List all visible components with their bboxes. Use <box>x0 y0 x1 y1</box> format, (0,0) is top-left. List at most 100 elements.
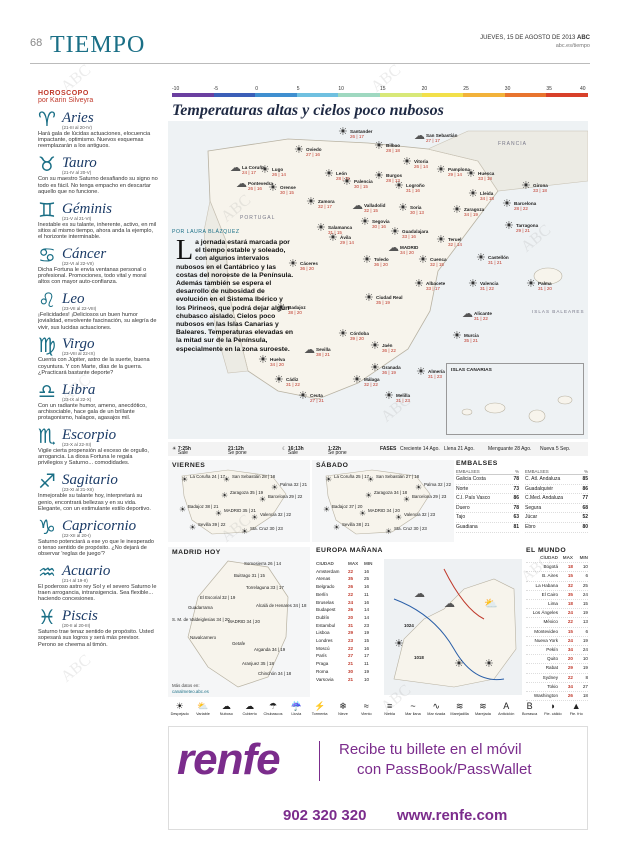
mundo-max: 24 <box>567 637 573 643</box>
europa-max: 35 <box>348 576 354 582</box>
europa-min: 19 <box>364 668 370 674</box>
map-city-temps: 30 | 13 <box>410 210 424 215</box>
zodiac-icon: ♊ <box>38 198 56 222</box>
legend-item: ◗ Fte. cálido <box>541 700 564 722</box>
map-city: Palma 31 | 20 <box>538 281 552 291</box>
map-city-temps: 31 | 22 <box>286 382 300 387</box>
map-city: Cáceres 36 | 20 <box>300 261 318 271</box>
embalse-value: 63 <box>513 514 519 521</box>
sign-name: Géminis <box>62 200 112 217</box>
map-city-temps: 36 | 20 <box>300 266 314 271</box>
temp-scale-label: 15 <box>380 86 386 92</box>
embalse-row: Júcar 52 <box>525 513 588 523</box>
cloud-icon: ☁ <box>444 598 455 610</box>
sun-moon-strip: ☀ Sale 7:25h Se pone 21:12h ☾ Sale 16:13… <box>168 442 588 456</box>
sun-icon: ☀ <box>288 258 298 270</box>
sun-icon: ☀ <box>223 475 231 484</box>
europa-max: 22 <box>348 591 354 597</box>
map-city-name: Cádiz <box>286 377 299 382</box>
map-city-name: Toledo <box>374 257 389 262</box>
mundo-min: 24 <box>582 647 588 653</box>
madrid-city: S. M. de Valdeiglesias 34 | 20 <box>172 617 230 622</box>
map-city-temps: 33 | 18 <box>533 188 547 193</box>
legend-item: B Borrasca <box>518 700 541 722</box>
isobar-label: 1018 <box>414 655 424 660</box>
horoscope-sign: ♏ Escorpio (23-X al 22-XI) Vigile cierta pr… <box>38 425 158 470</box>
forecast-city: Barcelona 29 | 23 <box>412 494 447 499</box>
sun-icon: ☀ <box>360 216 370 228</box>
map-city-temps: 26 | 14 <box>272 172 286 177</box>
temp-scale-label: 35 <box>546 86 552 92</box>
legend-label: Niebla <box>384 712 395 716</box>
legend-item: ☔ Lluvia <box>285 700 308 722</box>
map-city: Ávila 29 | 14 <box>340 235 354 245</box>
map-city: Lugo 26 | 14 <box>272 167 286 177</box>
europa-max: 21 <box>348 661 354 667</box>
map-city: Badajoz 38 | 20 <box>288 305 306 315</box>
mundo-max: 29 <box>567 665 573 671</box>
mundo-city: Los Ángeles <box>532 610 558 616</box>
madrid-more-link[interactable]: canalmeteo.abc.es <box>172 689 209 694</box>
europa-city: Moscú <box>316 645 330 651</box>
ad-subline: con PassBook/PassWallet <box>357 761 532 778</box>
renfe-ad[interactable]: renfe Recibe tu billete en el móvil con … <box>168 726 588 830</box>
map-city-name: Zaragoza <box>464 207 485 212</box>
ad-phone[interactable]: 902 320 320 <box>283 807 367 824</box>
europa-row: Estambul 31 23 <box>316 622 380 630</box>
sign-text: Cuenta con Júpiter, astro de la suerte, … <box>38 357 150 376</box>
sun-icon: ☀ <box>274 374 284 386</box>
horoscope-title: HORÓSCOPO <box>38 90 89 97</box>
map-city: Guadalajara 33 | 16 <box>402 229 428 239</box>
legend-weather-icon: B <box>526 701 533 711</box>
forecast-city: Sevilla 38 | 21 <box>342 522 370 527</box>
madrid-region-shape <box>187 560 289 688</box>
mundo-min: 19 <box>582 610 588 616</box>
map-city-temps: 31 | 21 <box>488 260 502 265</box>
sun-icon: ☀ <box>436 164 446 176</box>
mundo-city: Sydney <box>542 674 558 680</box>
sun-icon: ☀ <box>259 495 267 504</box>
map-city-temps: 24 | 17 <box>242 170 256 175</box>
mundo-max: 34 <box>567 683 573 689</box>
forecast-sabado-title: SÁBADO <box>316 462 349 469</box>
legend-label: Borrasca <box>521 712 538 716</box>
sign-name: Leo <box>62 291 85 308</box>
embalse-name: C. Atl. Andaluza <box>525 476 561 482</box>
zodiac-icon: ♐ <box>38 470 56 494</box>
map-city-name: MADRID <box>400 245 419 250</box>
map-city: Huesca 33 | 18 <box>478 171 494 181</box>
map-city-name: Bilbao <box>386 143 401 148</box>
embalse-name: Júcar <box>525 514 538 521</box>
sign-text: Dicha Fortuna le envía ventanas personal… <box>38 266 147 286</box>
sun-icon: ☀ <box>370 340 380 352</box>
cloud-icon: ☁ <box>388 242 399 254</box>
embalse-value: 68 <box>582 504 588 511</box>
map-city: Málaga 32 | 22 <box>364 377 380 387</box>
sign-name: Libra <box>62 381 96 398</box>
forecast-city: Sta. Cruz 30 | 23 <box>394 526 427 531</box>
temp-scale-swatch <box>172 93 214 97</box>
ad-web-link[interactable]: www.renfe.com <box>397 807 508 824</box>
map-city-name: Salamanca <box>328 225 353 230</box>
legend-item: ☂ Chubascos <box>261 700 284 722</box>
map-city-temps: 31 | 15 <box>328 230 342 235</box>
sign-dates: (23-X al 22-XI) <box>62 442 92 448</box>
section-web[interactable]: abc.es/tiempo <box>555 43 590 49</box>
sunset-time: 21:12h <box>228 446 244 452</box>
forecast-map-shape <box>325 469 431 535</box>
sun-icon: ☀ <box>502 198 512 210</box>
map-city-temps: 26 | 17 <box>350 134 364 139</box>
forecast-city: Zaragoza 35 | 19 <box>230 490 264 495</box>
map-city: Lleida 34 | 18 <box>480 191 494 201</box>
map-city-temps: 36 | 19 <box>382 370 396 375</box>
legend-item: ▲ Fte. frío <box>565 700 588 722</box>
sun-icon: ☀ <box>394 638 404 650</box>
europa-city: Budapest <box>316 607 336 613</box>
portugal-shape <box>203 199 249 374</box>
forecast-city: MADRID 34 | 20 <box>368 508 400 513</box>
mundo-head: CIUDAD MAX MIN <box>526 554 588 564</box>
europa-head-max: MAX <box>348 561 359 566</box>
sun-icon: ☀ <box>418 254 428 266</box>
europa-row: Amsterdam 22 16 <box>316 568 380 576</box>
